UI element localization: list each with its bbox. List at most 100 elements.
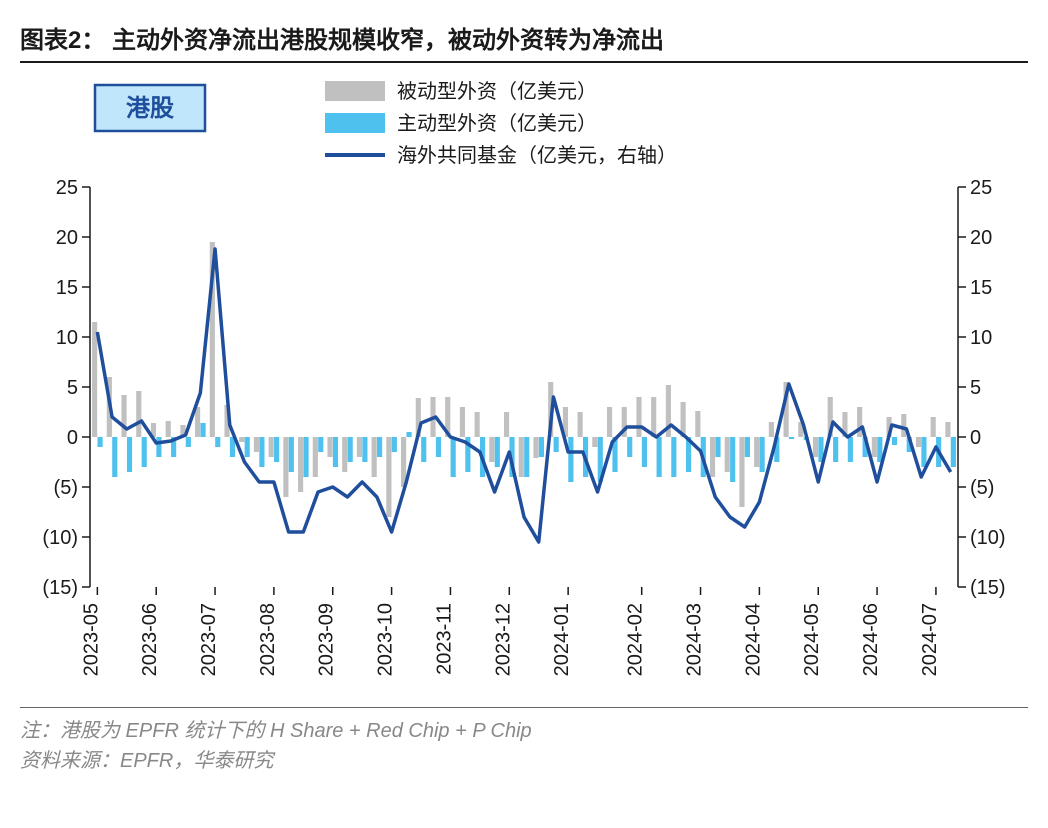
ytick-label-left: 15 (56, 277, 78, 299)
ytick-label-right: 20 (970, 227, 992, 249)
bar-passive (754, 437, 759, 467)
bar-active (671, 437, 676, 477)
bar-active (627, 437, 632, 457)
bar-active (715, 437, 720, 457)
xtick-label: 2023-06 (139, 603, 161, 676)
ytick-label-right: (15) (970, 577, 1006, 599)
bar-active (112, 437, 117, 477)
bar-active (789, 437, 794, 439)
bar-active (156, 437, 161, 457)
bar-active (833, 437, 838, 462)
xtick-label: 2024-05 (801, 603, 823, 676)
bar-active (333, 437, 338, 467)
bar-active (348, 437, 353, 462)
xtick-label: 2023-05 (80, 603, 102, 676)
bar-passive (739, 437, 744, 507)
bar-passive (239, 437, 244, 442)
bar-passive (313, 437, 318, 477)
bar-active (142, 437, 147, 467)
bar-passive (592, 437, 597, 447)
xtick-label: 2023-10 (375, 603, 397, 676)
bar-active (200, 423, 205, 437)
bar-passive (386, 437, 391, 517)
bar-passive (533, 437, 538, 458)
legend-swatch (325, 81, 385, 101)
xtick-label: 2024-07 (919, 603, 941, 676)
bar-active (730, 437, 735, 482)
bar-passive (489, 437, 494, 462)
bar-active (245, 437, 250, 457)
bar-active (436, 437, 441, 457)
bar-passive (872, 437, 877, 457)
bar-active (451, 437, 456, 477)
bar-active (568, 437, 573, 482)
bar-passive (136, 391, 141, 437)
bar-active (495, 437, 500, 467)
bar-passive (92, 322, 97, 437)
bar-active (127, 437, 132, 472)
plot-area: 港股 被动型外资（亿美元） 主动型外资（亿美元） 海外共同基金（亿美元，右轴） (15)… (20, 67, 1028, 708)
bar-active (303, 437, 308, 477)
bar-passive (460, 407, 465, 437)
bar-active (289, 437, 294, 472)
bar-active (186, 437, 191, 447)
bar-active (392, 437, 397, 452)
bar-passive (725, 437, 730, 472)
bar-passive (651, 397, 656, 437)
bar-passive (269, 437, 274, 457)
bar-active (539, 437, 544, 457)
ytick-label-left: 5 (67, 377, 78, 399)
bar-active (318, 437, 323, 452)
ytick-label-left: 25 (56, 177, 78, 199)
bar-passive (342, 437, 347, 472)
bar-passive (695, 411, 700, 437)
bar-active (657, 437, 662, 477)
xtick-label: 2024-01 (551, 603, 573, 676)
bar-passive (475, 412, 480, 437)
ytick-label-right: 0 (970, 427, 981, 449)
bar-passive (769, 422, 774, 437)
bar-passive (916, 437, 921, 447)
bar-passive (636, 397, 641, 437)
xtick-label: 2023-07 (198, 603, 220, 676)
ytick-label-right: (10) (970, 527, 1006, 549)
bar-active (554, 437, 559, 452)
bar-passive (283, 437, 288, 497)
bar-active (406, 432, 411, 437)
ytick-label-left: (10) (42, 527, 78, 549)
bar-active (524, 437, 529, 477)
bar-active (951, 437, 956, 467)
ytick-label-right: 5 (970, 377, 981, 399)
bar-passive (121, 395, 126, 437)
bar-passive (327, 437, 332, 457)
ytick-label-left: 10 (56, 327, 78, 349)
line-overseas-fund (97, 249, 950, 542)
bar-passive (166, 421, 171, 437)
legend-label: 被动型外资（亿美元） (397, 80, 597, 103)
bar-active (215, 437, 220, 447)
bar-active (362, 437, 367, 462)
xtick-label: 2023-09 (316, 603, 338, 676)
chart-title: 图表2： 主动外资净流出港股规模收窄，被动外资转为净流出 (20, 20, 1028, 63)
bar-active (98, 437, 103, 447)
xtick-label: 2023-08 (257, 603, 279, 676)
ytick-label-left: 0 (67, 427, 78, 449)
ytick-label-right: 10 (970, 327, 992, 349)
xtick-label: 2023-12 (492, 603, 514, 676)
xtick-label: 2024-02 (625, 603, 647, 676)
legend-label: 海外共同基金（亿美元，右轴） (397, 144, 677, 167)
badge-text: 港股 (126, 95, 174, 122)
bar-active (848, 437, 853, 462)
bar-passive (710, 437, 715, 477)
bar-passive (578, 412, 583, 437)
legend-label: 主动型外资（亿美元） (397, 112, 597, 135)
ytick-label-left: 20 (56, 227, 78, 249)
bar-passive (357, 437, 362, 457)
xtick-label: 2023-11 (433, 603, 455, 675)
xtick-label: 2024-04 (742, 603, 764, 676)
bar-passive (254, 437, 259, 452)
ytick-label-left: (15) (42, 577, 78, 599)
bar-active (377, 437, 382, 457)
bar-passive (931, 417, 936, 437)
bar-active (259, 437, 264, 467)
